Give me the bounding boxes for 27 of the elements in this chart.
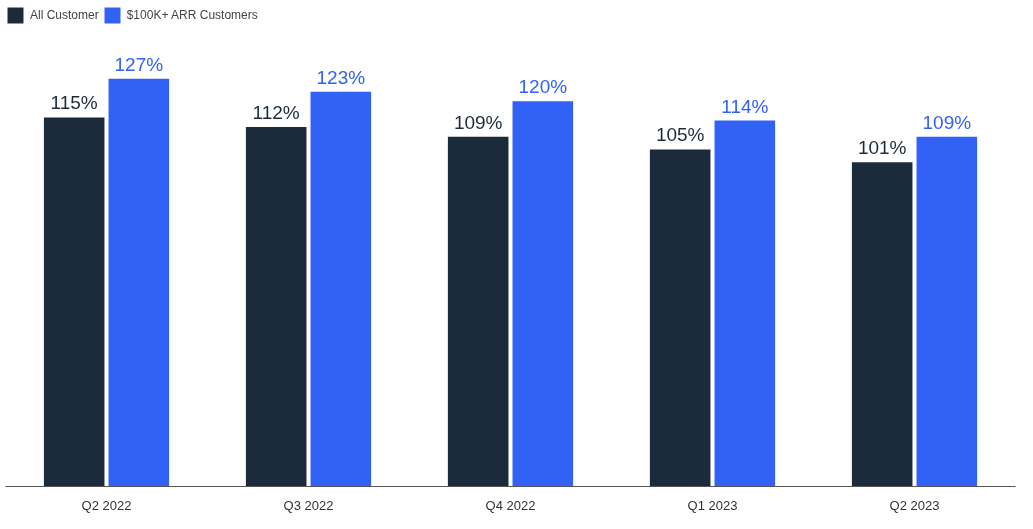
legend-label: All Customer	[30, 8, 99, 22]
x-tick-label: Q2 2022	[81, 497, 132, 513]
data-label: 120%	[518, 76, 568, 98]
bar	[851, 162, 913, 487]
data-label: 112%	[252, 102, 300, 124]
bar	[649, 149, 711, 487]
bar	[43, 117, 105, 487]
data-label: 109%	[453, 111, 503, 133]
data-label: 109%	[922, 111, 972, 133]
legend-label: $100K+ ARR Customers	[126, 8, 258, 22]
bar	[447, 136, 509, 487]
x-tick-label: Q4 2022	[485, 497, 536, 513]
data-label: 127%	[114, 53, 164, 75]
bar	[714, 120, 776, 487]
bar	[108, 78, 170, 487]
x-tick-label: Q3 2022	[283, 497, 334, 513]
bar	[245, 127, 307, 487]
x-tick-label: Q1 2023	[687, 497, 738, 513]
data-label: 101%	[857, 137, 907, 159]
data-label: 123%	[316, 66, 366, 88]
bar	[916, 136, 978, 487]
x-tick-label: Q2 2023	[889, 497, 940, 513]
data-label: 115%	[50, 92, 98, 114]
bar	[512, 101, 574, 487]
data-label: 105%	[655, 124, 705, 146]
data-label: 114%	[721, 95, 769, 117]
bar	[310, 91, 372, 487]
